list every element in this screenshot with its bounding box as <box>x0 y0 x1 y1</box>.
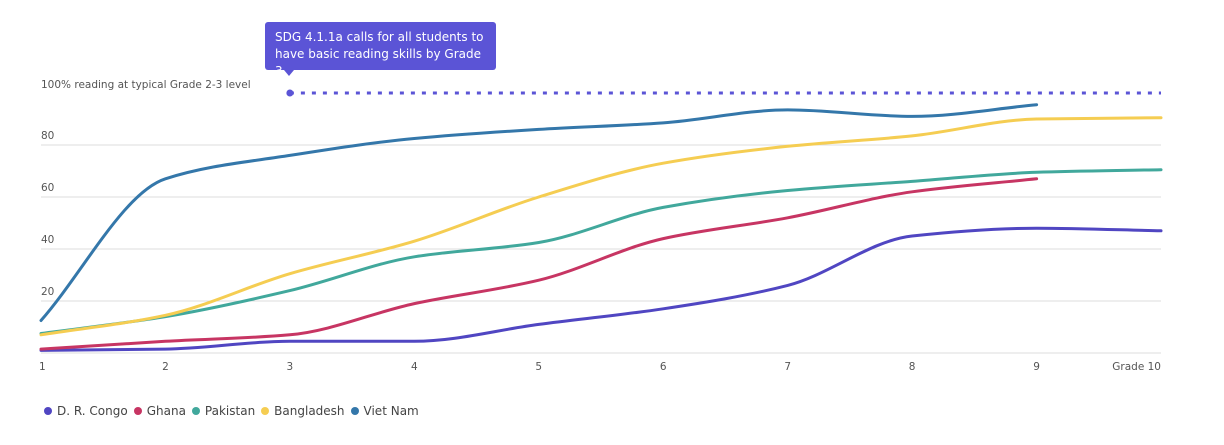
series-line-viet-nam <box>39 103 1039 322</box>
reference-line-start-dot <box>286 89 294 97</box>
x-tick-label: 8 <box>909 361 916 373</box>
x-tick-label: 9 <box>1033 361 1040 373</box>
legend-label: Bangladesh <box>274 404 345 418</box>
sdg-callout: SDG 4.1.1a calls for all students to hav… <box>265 22 496 78</box>
series-line-pakistan <box>39 168 1163 335</box>
legend-item[interactable]: Bangladesh <box>261 404 345 418</box>
legend-label: D. R. Congo <box>57 404 128 418</box>
legend-marker <box>133 407 142 415</box>
series-line-d-r-congo <box>39 226 1163 352</box>
reference-line-label: 100% reading at typical Grade 2-3 level <box>41 79 251 91</box>
x-tick-label: 6 <box>660 361 667 373</box>
legend-marker <box>191 407 200 415</box>
x-tick-label: 5 <box>535 361 542 373</box>
x-tick-label: 4 <box>411 361 418 373</box>
gridlines <box>41 144 1161 354</box>
y-tick-label: 20 <box>41 286 54 298</box>
x-tick-label: 7 <box>784 361 791 373</box>
x-tick-label: Grade 10 <box>1112 361 1161 373</box>
legend-item[interactable]: Pakistan <box>191 404 256 418</box>
legend-item[interactable]: D. R. Congo <box>44 404 128 418</box>
callout-pointer <box>284 70 294 76</box>
x-tick-label: 1 <box>39 361 46 373</box>
legend-marker <box>261 407 270 415</box>
series-lines <box>39 103 1163 352</box>
axis-ticks: 20 40 60 80 1 2 3 4 5 6 7 8 9 Grade 10 <box>39 130 1161 373</box>
series-line-ghana <box>39 177 1039 351</box>
legend-label: Ghana <box>146 404 186 418</box>
legend-item[interactable]: Viet Nam <box>350 404 419 418</box>
x-tick-label: 3 <box>287 361 294 373</box>
legend: D. R. Congo Ghana Pakistan Bangladesh Viet N… <box>44 404 425 418</box>
y-tick-label: 40 <box>41 234 54 246</box>
legend-item[interactable]: Ghana <box>133 404 186 418</box>
y-tick-label: 60 <box>41 182 54 194</box>
legend-marker <box>350 407 359 415</box>
reference-line-group: 100% reading at typical Grade 2-3 level <box>41 79 1161 97</box>
callout-line-2: have basic reading skills by Grade 3 <box>275 47 482 78</box>
y-tick-label: 80 <box>41 130 54 142</box>
legend-label: Viet Nam <box>363 404 419 418</box>
legend-label: Pakistan <box>204 404 256 418</box>
x-tick-label: 2 <box>162 361 169 373</box>
legend-marker <box>44 407 52 415</box>
series-line-bangladesh <box>39 116 1163 337</box>
callout-line-1: SDG 4.1.1a calls for all students to <box>275 30 484 44</box>
